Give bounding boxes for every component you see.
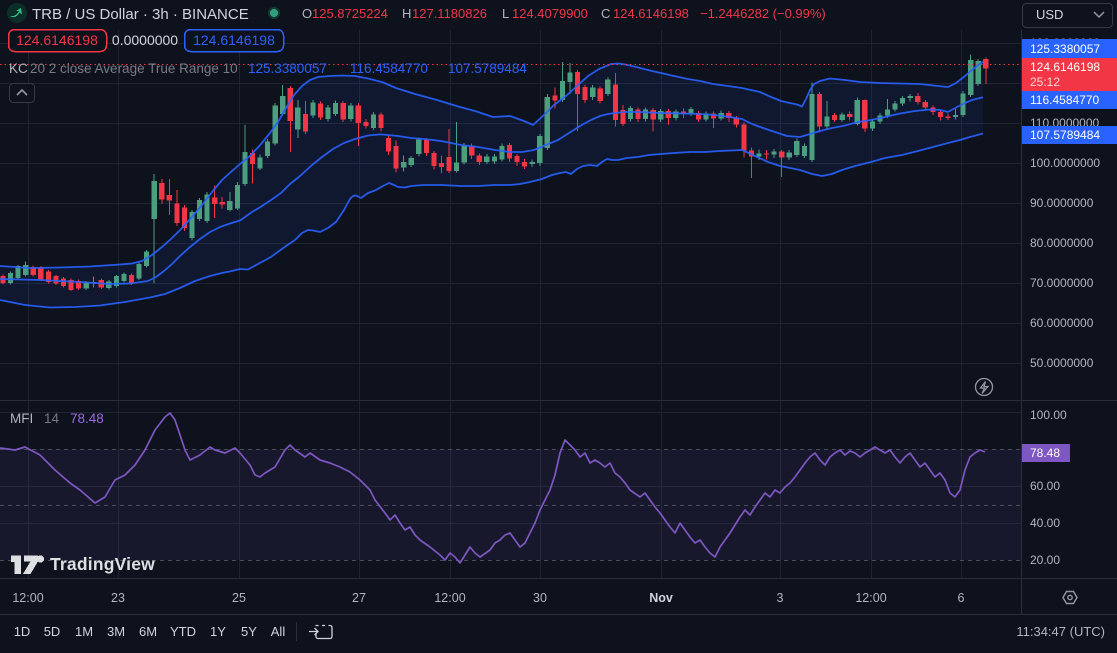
svg-text:23: 23 (111, 591, 125, 605)
svg-text:C: C (601, 6, 610, 21)
svg-text:KC: KC (9, 61, 28, 76)
svg-text:124.6146198: 124.6146198 (16, 32, 98, 48)
svg-text:6M: 6M (139, 624, 157, 639)
svg-text:27: 27 (352, 591, 366, 605)
svg-text:20.00: 20.00 (1030, 553, 1060, 567)
svg-text:Nov: Nov (649, 591, 673, 605)
svg-text:12:00: 12:00 (12, 591, 43, 605)
svg-text:5Y: 5Y (241, 624, 257, 639)
svg-text:O: O (302, 6, 312, 21)
svg-text:H: H (402, 6, 411, 21)
svg-text:1D: 1D (14, 624, 31, 639)
svg-text:1M: 1M (75, 624, 93, 639)
svg-text:20 2 close Average True Range: 20 2 close Average True Range 10 (30, 61, 238, 76)
svg-text:60.0000000: 60.0000000 (1030, 316, 1094, 330)
svg-text:3M: 3M (107, 624, 125, 639)
svg-text:25:12: 25:12 (1030, 75, 1060, 89)
svg-text:100.0000000: 100.0000000 (1030, 156, 1100, 170)
svg-text:USD: USD (1036, 7, 1063, 22)
svg-text:116.4584770: 116.4584770 (1030, 93, 1100, 107)
svg-text:14: 14 (44, 411, 60, 426)
svg-text:125.8725224: 125.8725224 (312, 6, 388, 21)
svg-text:50.0000000: 50.0000000 (1030, 356, 1094, 370)
svg-text:124.6146198: 124.6146198 (613, 6, 689, 21)
svg-text:TRB / US Dollar · 3h · BINANCE: TRB / US Dollar · 3h · BINANCE (32, 6, 249, 23)
svg-text:11:34:47 (UTC): 11:34:47 (UTC) (1016, 624, 1105, 639)
svg-text:All: All (271, 624, 286, 639)
svg-text:5D: 5D (44, 624, 61, 639)
svg-text:12:00: 12:00 (855, 591, 886, 605)
svg-text:70.0000000: 70.0000000 (1030, 276, 1094, 290)
svg-text:80.0000000: 80.0000000 (1030, 236, 1094, 250)
svg-text:90.0000000: 90.0000000 (1030, 196, 1094, 210)
svg-text:60.00: 60.00 (1030, 479, 1060, 493)
svg-text:40.00: 40.00 (1030, 516, 1060, 530)
svg-text:124.6146198: 124.6146198 (193, 32, 275, 48)
svg-text:0.0000000: 0.0000000 (112, 32, 178, 48)
svg-text:78.48: 78.48 (1030, 446, 1060, 460)
svg-text:127.1180826: 127.1180826 (412, 6, 487, 21)
svg-text:L: L (502, 6, 509, 21)
svg-text:12:00: 12:00 (434, 591, 465, 605)
svg-text:124.6146198: 124.6146198 (1030, 60, 1100, 74)
svg-text:25: 25 (232, 591, 246, 605)
svg-text:TradingView: TradingView (50, 554, 155, 574)
svg-text:3: 3 (777, 591, 784, 605)
svg-text:107.5789484: 107.5789484 (448, 61, 527, 76)
svg-text:−1.2446282 (−0.99%): −1.2446282 (−0.99%) (700, 6, 826, 21)
svg-text:107.5789484: 107.5789484 (1030, 128, 1100, 142)
svg-text:125.3380057: 125.3380057 (248, 61, 327, 76)
svg-text:125.3380057: 125.3380057 (1030, 42, 1100, 56)
svg-text:78.48: 78.48 (70, 411, 104, 426)
svg-text:116.4584770: 116.4584770 (350, 61, 428, 76)
svg-text:YTD: YTD (170, 624, 196, 639)
svg-text:MFI: MFI (10, 411, 33, 426)
svg-text:124.4079900: 124.4079900 (512, 6, 588, 21)
svg-text:100.00: 100.00 (1030, 408, 1067, 422)
svg-text:1Y: 1Y (210, 624, 226, 639)
svg-text:30: 30 (533, 591, 547, 605)
svg-text:6: 6 (958, 591, 965, 605)
